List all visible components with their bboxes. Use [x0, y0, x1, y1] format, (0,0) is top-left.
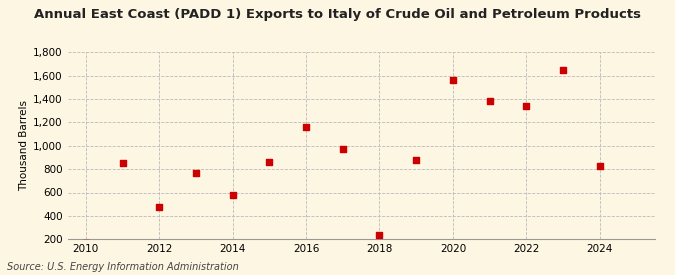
Point — [448, 78, 458, 82]
Point — [594, 163, 605, 168]
Point — [338, 147, 348, 151]
Y-axis label: Thousand Barrels: Thousand Barrels — [19, 100, 29, 191]
Point — [117, 161, 128, 166]
Point — [521, 104, 532, 108]
Point — [558, 68, 568, 72]
Point — [300, 125, 311, 129]
Point — [154, 204, 165, 209]
Point — [80, 241, 91, 245]
Point — [190, 170, 201, 175]
Point — [374, 232, 385, 237]
Text: Annual East Coast (PADD 1) Exports to Italy of Crude Oil and Petroleum Products: Annual East Coast (PADD 1) Exports to It… — [34, 8, 641, 21]
Point — [264, 160, 275, 164]
Point — [227, 193, 238, 198]
Text: Source: U.S. Energy Information Administration: Source: U.S. Energy Information Administ… — [7, 262, 238, 272]
Point — [484, 99, 495, 103]
Point — [411, 158, 422, 162]
